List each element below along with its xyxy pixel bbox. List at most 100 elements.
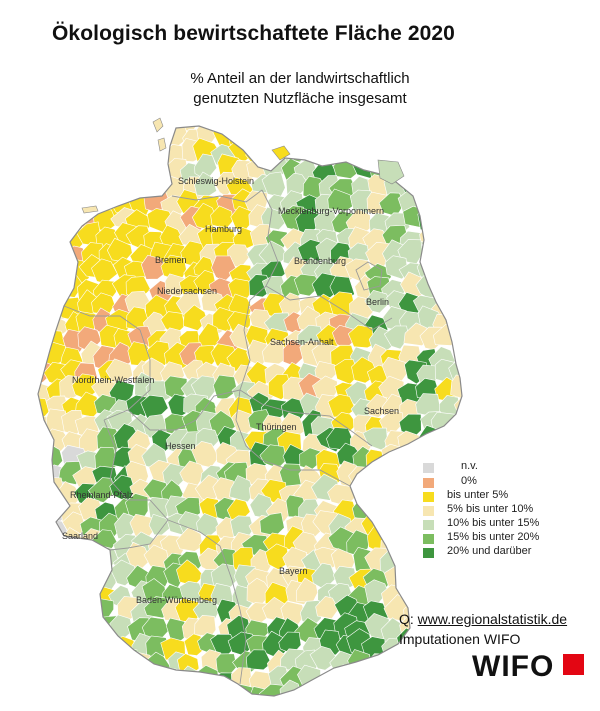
- district-patch: [42, 224, 69, 252]
- district-patch: [60, 175, 86, 202]
- district-patch: [301, 682, 324, 696]
- district-patch: [437, 225, 462, 251]
- district-patch: [449, 192, 462, 218]
- district-patch: [264, 126, 291, 147]
- legend-label: 5% bis unter 10%: [447, 503, 534, 515]
- district-patch: [316, 705, 342, 711]
- district-patch: [57, 582, 87, 603]
- district-patch: [261, 703, 286, 711]
- district-patch: [450, 307, 462, 334]
- district-patch: [26, 703, 51, 711]
- district-patch: [60, 631, 85, 657]
- district-patch: [451, 126, 462, 131]
- region-label-berlin: Berlin: [366, 297, 389, 307]
- district-patch: [108, 154, 135, 180]
- district-patch: [347, 135, 372, 164]
- district-patch: [316, 126, 344, 147]
- district-patch: [414, 697, 440, 711]
- district-patch: [351, 126, 374, 151]
- district-patch: [114, 126, 140, 133]
- district-patch: [401, 670, 426, 694]
- district-patch: [38, 156, 53, 182]
- district-patch: [384, 650, 409, 675]
- district-patch: [90, 155, 117, 183]
- district-patch: [87, 477, 117, 503]
- district-patch: [318, 126, 343, 134]
- district-patch: [347, 667, 373, 696]
- region-label-brandenburg: Brandenburg: [294, 256, 346, 266]
- region-label-nordrhein-westfalen: Nordrhein-Westfalen: [72, 375, 154, 385]
- district-patch: [399, 528, 426, 553]
- district-patch: [296, 126, 321, 149]
- district-patch: [435, 447, 462, 472]
- district-patch: [44, 159, 72, 184]
- district-patch: [39, 582, 64, 605]
- district-patch: [448, 652, 462, 677]
- district-patch: [38, 681, 48, 696]
- district-patch: [62, 620, 88, 644]
- district-patch: [455, 137, 462, 161]
- district-patch: [448, 159, 462, 188]
- district-patch: [401, 500, 426, 524]
- district-patch: [362, 126, 390, 151]
- district-patch: [96, 647, 121, 672]
- district-patch: [436, 126, 461, 147]
- district-patch: [38, 615, 56, 643]
- district-patch: [56, 140, 82, 168]
- district-patch: [385, 482, 412, 508]
- district-patch: [38, 499, 51, 522]
- district-patch: [38, 460, 51, 483]
- district-patch: [278, 701, 304, 711]
- district-patch: [414, 579, 441, 605]
- district-patch: [183, 633, 204, 656]
- district-patch: [58, 548, 85, 574]
- district-patch: [38, 263, 57, 287]
- source-line-2: Imputationen WIFO: [399, 631, 521, 647]
- district-patch: [448, 262, 462, 287]
- district-patch: [76, 567, 104, 592]
- district-patch: [38, 597, 48, 622]
- district-patch: [453, 342, 462, 369]
- district-patch: [415, 178, 437, 205]
- district-patch: [435, 260, 461, 283]
- district-patch: [75, 126, 104, 145]
- district-patch: [293, 273, 322, 297]
- district-patch: [333, 664, 360, 687]
- district-patch: [38, 614, 64, 642]
- district-patch: [38, 275, 55, 299]
- legend-swatch: [423, 534, 434, 544]
- legend-label: 15% bis unter 20%: [447, 531, 540, 543]
- district-patch: [41, 562, 67, 591]
- district-patch: [295, 126, 321, 132]
- source-line-1: Q: www.regionalstatistik.de: [399, 609, 567, 629]
- district-patch: [251, 126, 275, 132]
- district-patch: [351, 697, 376, 711]
- district-patch: [449, 170, 462, 199]
- district-patch: [89, 173, 116, 197]
- region-label-sachsen-anhalt: Sachsen-Anhalt: [270, 337, 334, 347]
- district-patch: [401, 681, 427, 696]
- district-patch: [40, 126, 66, 130]
- district-patch: [194, 614, 217, 637]
- district-patch: [115, 702, 139, 711]
- district-patch: [396, 565, 423, 589]
- district-patch: [437, 141, 461, 169]
- district-patch: [74, 582, 98, 607]
- district-patch: [79, 649, 105, 673]
- source-link[interactable]: www.regionalstatistik.de: [417, 611, 568, 627]
- district-patch: [431, 669, 455, 694]
- district-patch: [227, 683, 256, 696]
- island-east-frisian: [81, 205, 99, 214]
- district-patch: [229, 698, 256, 711]
- region-label-rheinland-pfalz: Rheinland-Pfalz: [70, 490, 134, 500]
- district-patch: [38, 566, 51, 592]
- district-patch: [334, 699, 361, 711]
- district-patch: [284, 126, 309, 147]
- district-patch: [245, 649, 272, 671]
- district-patch: [402, 205, 430, 228]
- district-patch: [333, 126, 358, 135]
- district-patch: [162, 126, 186, 127]
- district-patch: [38, 223, 49, 249]
- district-patch: [39, 206, 65, 233]
- district-patch: [449, 276, 462, 303]
